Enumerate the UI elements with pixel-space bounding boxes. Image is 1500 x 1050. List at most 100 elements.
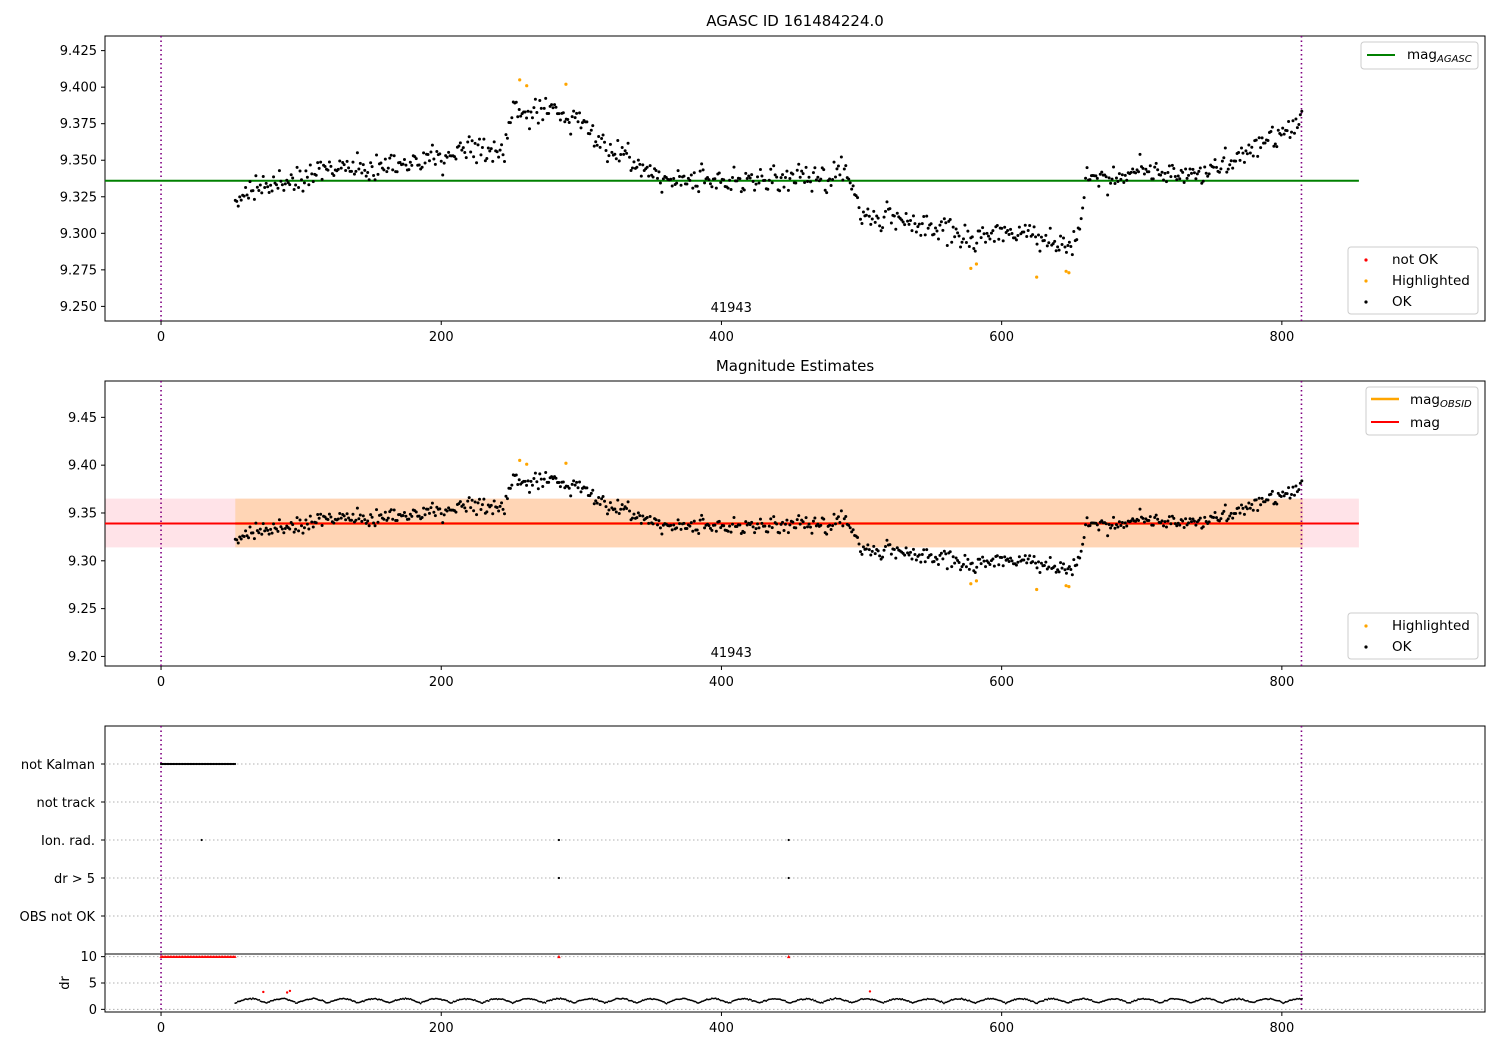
ok-point	[873, 552, 877, 556]
ok-point	[870, 217, 874, 221]
y-tick-label: 9.25	[68, 602, 97, 617]
ok-point	[266, 185, 270, 189]
ok-point	[276, 529, 280, 533]
ok-point	[700, 162, 704, 166]
ok-point	[948, 550, 952, 554]
dr-point	[828, 999, 831, 1002]
ok-point	[841, 178, 845, 182]
ok-point	[304, 169, 308, 173]
ok-point	[1179, 168, 1183, 172]
dr-point	[964, 998, 967, 1001]
y-tick-label: 9.425	[60, 44, 97, 59]
dr-point	[268, 1001, 271, 1003]
ok-point	[588, 132, 592, 136]
ok-point	[236, 204, 240, 208]
highlighted-point	[518, 458, 522, 462]
dr-point	[1003, 1001, 1006, 1004]
ok-point	[1300, 109, 1304, 113]
ok-point	[775, 175, 779, 179]
y-tick-label: 9.45	[68, 411, 97, 426]
y-tick-label: 5	[89, 977, 97, 992]
ok-point	[1038, 249, 1042, 253]
ok-point	[885, 538, 889, 542]
ok-point	[258, 527, 262, 531]
ok-point	[745, 177, 749, 181]
ok-point	[467, 496, 471, 500]
ok-point	[595, 501, 599, 505]
dr-point	[1284, 1000, 1287, 1003]
ok-point	[829, 183, 833, 187]
ok-point	[628, 155, 632, 159]
ok-point	[267, 532, 271, 536]
ok-point	[386, 516, 390, 520]
dr-point	[511, 1002, 514, 1005]
ok-point	[288, 183, 292, 187]
ok-point	[1292, 131, 1296, 135]
ok-point	[919, 233, 923, 237]
x-tick-label: 200	[429, 1021, 454, 1036]
ok-point	[926, 556, 930, 560]
ok-point	[573, 483, 577, 487]
dr-point	[618, 998, 621, 1000]
ok-point	[982, 232, 986, 236]
dr-point	[644, 998, 646, 1001]
ok-point	[294, 527, 298, 531]
ok-point	[926, 226, 930, 230]
ok-point	[857, 542, 861, 546]
ok-point	[1070, 253, 1074, 257]
ok-point	[1079, 549, 1083, 553]
dr-point	[547, 999, 549, 1002]
ok-point	[1217, 519, 1221, 523]
ok-point	[648, 164, 652, 168]
highlighted-point	[1064, 269, 1068, 273]
ok-point	[708, 182, 712, 186]
ok-point	[742, 530, 746, 534]
flag-point	[215, 762, 218, 766]
ok-point	[703, 181, 707, 185]
ok-point	[1259, 146, 1263, 150]
flag-point	[203, 762, 206, 766]
ok-point	[550, 103, 554, 107]
x-tick-label: 600	[989, 1021, 1014, 1036]
dr-point	[514, 1000, 517, 1003]
ok-point	[1023, 223, 1027, 227]
ok-point	[551, 106, 555, 110]
ok-point	[495, 150, 499, 154]
ok-point	[911, 214, 915, 218]
ok-point	[1259, 503, 1263, 507]
ok-point	[1109, 526, 1113, 530]
ok-point	[638, 514, 642, 518]
ok-point	[810, 189, 814, 193]
y-tick-label: 0	[89, 1003, 97, 1018]
ok-point	[285, 178, 289, 182]
ok-point	[895, 211, 899, 215]
ok-point	[369, 161, 373, 165]
ok-point	[922, 548, 926, 552]
y-tick-label: 9.400	[60, 81, 97, 96]
ok-point	[1010, 231, 1014, 235]
ok-point	[1001, 564, 1005, 568]
ok-point	[1106, 534, 1110, 538]
panel1-points	[233, 96, 1304, 257]
ok-point	[339, 516, 343, 520]
ok-point	[995, 554, 999, 558]
ok-point	[1172, 166, 1176, 170]
dr-point	[294, 1002, 297, 1005]
ok-point	[682, 174, 686, 178]
ok-point	[763, 524, 767, 528]
dr-point	[540, 1000, 543, 1003]
legend-mag: mag	[1410, 415, 1440, 431]
ok-point	[385, 170, 389, 174]
ok-point	[620, 503, 624, 507]
ok-point	[1191, 167, 1195, 171]
dr-clipped-marker	[557, 954, 561, 959]
ok-point	[808, 180, 812, 184]
ok-point	[811, 171, 815, 175]
ok-point	[959, 245, 963, 249]
ok-point	[375, 153, 379, 157]
dr-point	[714, 997, 717, 1000]
ok-point	[482, 137, 486, 141]
ok-point	[544, 471, 548, 475]
ok-point	[1154, 161, 1158, 165]
highlighted-point	[974, 262, 979, 266]
